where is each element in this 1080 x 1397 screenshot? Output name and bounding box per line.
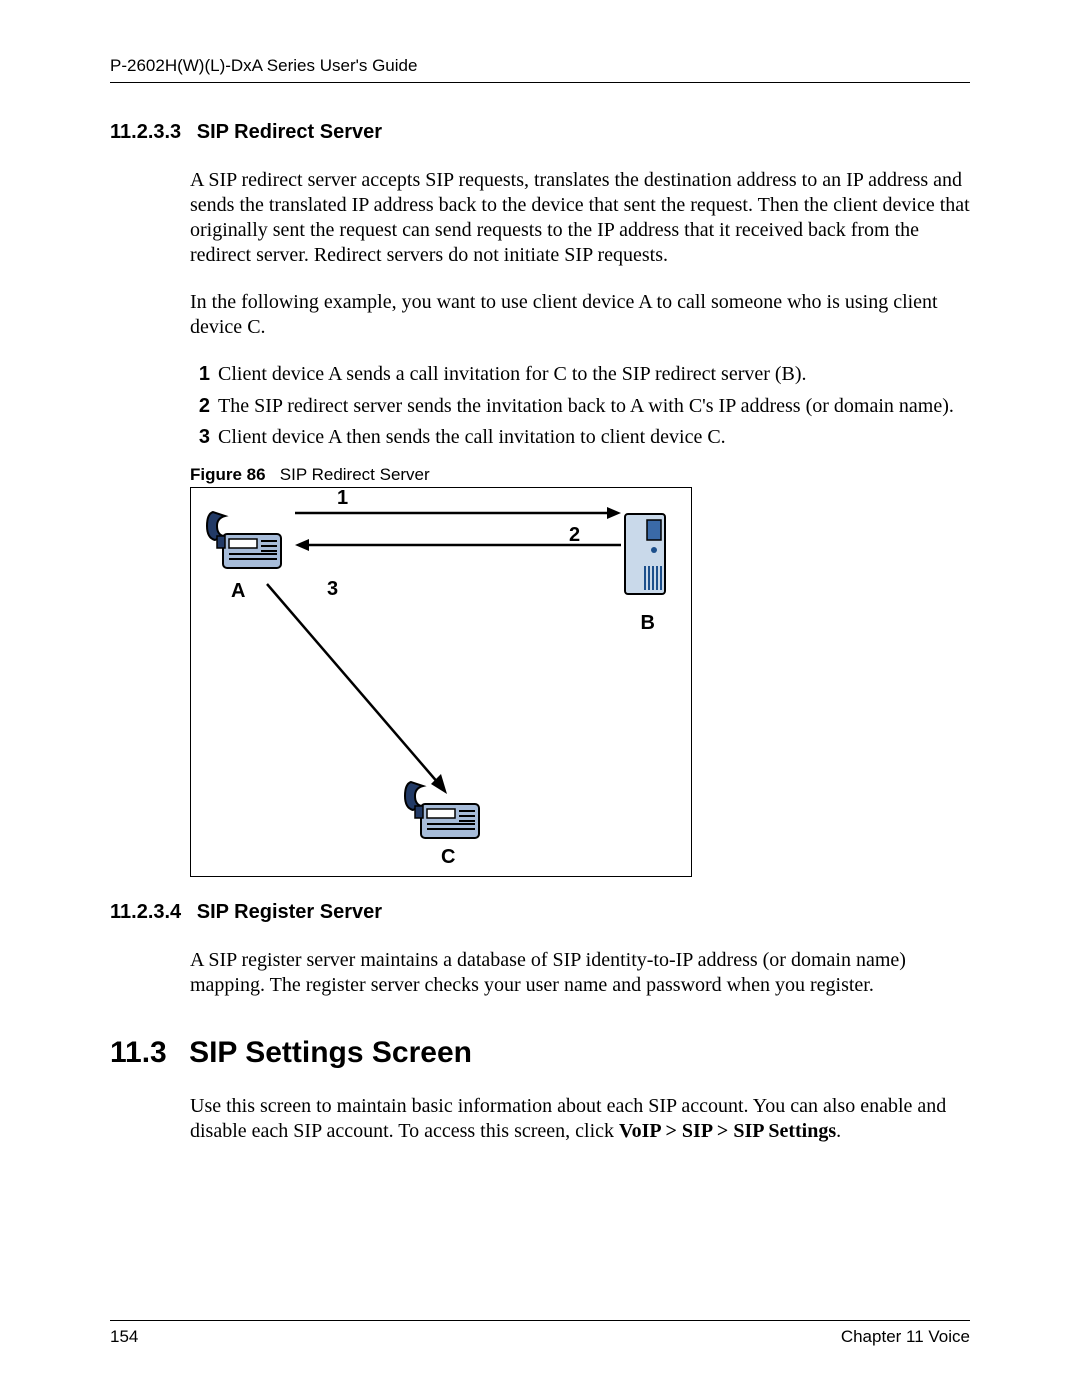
label-arrow-3: 3: [327, 578, 338, 601]
server-b-icon: [623, 512, 671, 605]
page-footer: 154 Chapter 11 Voice: [110, 1320, 970, 1347]
ordered-list: 1 Client device A sends a call invitatio…: [190, 362, 970, 451]
list-number: 2: [190, 394, 210, 420]
list-text: The SIP redirect server sends the invita…: [218, 394, 954, 420]
figure-label: Figure 86: [190, 465, 266, 484]
list-item: 1 Client device A sends a call invitatio…: [190, 362, 970, 388]
heading-number: 11.2.3.4: [110, 901, 181, 923]
figure-caption: Figure 86 SIP Redirect Server: [190, 465, 970, 485]
label-arrow-1: 1: [337, 487, 348, 510]
page: P-2602H(W)(L)-DxA Series User's Guide 11…: [0, 0, 1080, 1397]
list-number: 1: [190, 362, 210, 388]
para-text: .: [836, 1120, 841, 1142]
label-a: A: [231, 580, 245, 603]
heading-title: SIP Settings Screen: [189, 1036, 472, 1069]
label-arrow-2: 2: [569, 524, 580, 547]
list-item: 2 The SIP redirect server sends the invi…: [190, 394, 970, 420]
figure-title: SIP Redirect Server: [280, 465, 430, 484]
section-body-11-2-3-3: A SIP redirect server accepts SIP reques…: [190, 168, 970, 877]
heading-11-2-3-3: 11.2.3.3 SIP Redirect Server: [110, 121, 970, 144]
running-header: P-2602H(W)(L)-DxA Series User's Guide: [110, 56, 970, 83]
heading-title: SIP Redirect Server: [197, 121, 382, 143]
heading-number: 11.3: [110, 1036, 167, 1069]
label-c: C: [441, 846, 455, 869]
paragraph: A SIP redirect server accepts SIP reques…: [190, 168, 970, 268]
arrow-3: [263, 580, 453, 805]
paragraph: Use this screen to maintain basic inform…: [190, 1094, 970, 1144]
paragraph: In the following example, you want to us…: [190, 290, 970, 340]
heading-11-2-3-4: 11.2.3.4 SIP Register Server: [110, 901, 970, 924]
list-number: 3: [190, 425, 210, 451]
section-body-11-2-3-4: A SIP register server maintains a databa…: [190, 948, 970, 998]
paragraph: A SIP register server maintains a databa…: [190, 948, 970, 998]
list-text: Client device A sends a call invitation …: [218, 362, 807, 388]
phone-a-icon: [203, 506, 291, 576]
figure-86-diagram: A B: [190, 487, 692, 877]
nav-path: VoIP > SIP > SIP Settings: [619, 1120, 836, 1142]
heading-11-3: 11.3 SIP Settings Screen: [110, 1036, 970, 1070]
list-text: Client device A then sends the call invi…: [218, 425, 726, 451]
list-item: 3 Client device A then sends the call in…: [190, 425, 970, 451]
heading-number: 11.2.3.3: [110, 121, 181, 143]
label-b: B: [641, 612, 655, 635]
chapter-label: Chapter 11 Voice: [841, 1327, 970, 1347]
section-body-11-3: Use this screen to maintain basic inform…: [190, 1094, 970, 1144]
heading-title: SIP Register Server: [197, 901, 382, 923]
page-number: 154: [110, 1327, 138, 1347]
